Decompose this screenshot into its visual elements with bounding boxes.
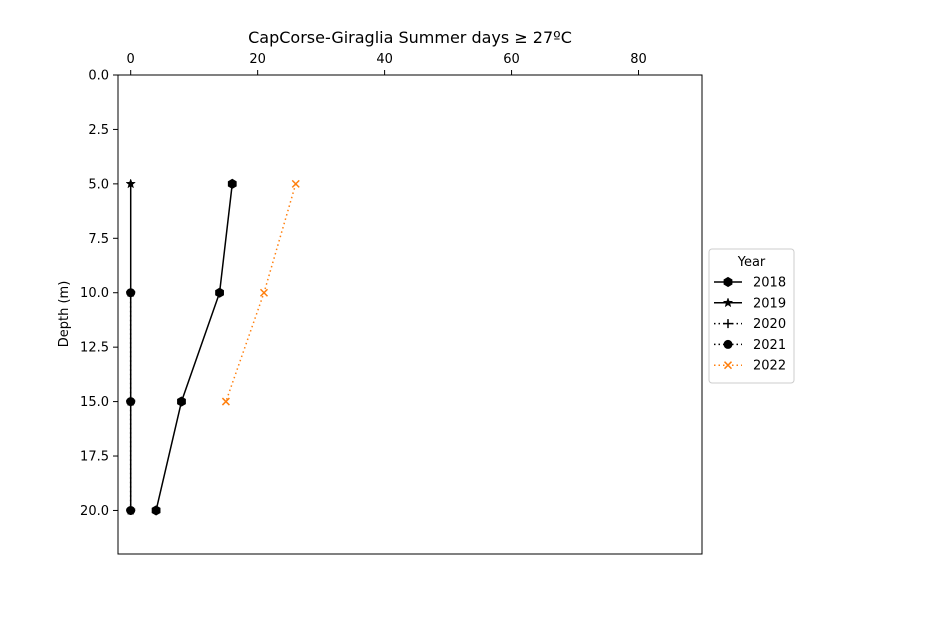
legend-marker	[723, 319, 733, 329]
legend-label: 2021	[753, 338, 786, 353]
legend-item-2020: 2020	[714, 317, 786, 332]
data-point-2018	[151, 505, 161, 516]
y-tick-label: 15.0	[80, 395, 109, 410]
y-tick-label: 7.5	[88, 232, 109, 247]
legend-item-2018: 2018	[714, 276, 786, 291]
y-tick-label: 0.0	[88, 69, 109, 84]
legend: Year 2018 2019 2020 2021 2022	[708, 248, 795, 384]
data-point-2018	[227, 178, 237, 189]
legend-item-2019: 2019	[714, 296, 786, 311]
x-tick-label: 0	[127, 52, 135, 67]
legend-marker	[723, 361, 733, 370]
series-2021	[126, 288, 136, 515]
series-2018	[151, 178, 237, 516]
legend-marker	[723, 276, 733, 288]
x-tick-label: 60	[503, 52, 520, 67]
data-point-2021	[126, 505, 136, 515]
legend-marker	[722, 297, 734, 308]
legend-label: 2019	[753, 296, 786, 311]
legend-item-2021: 2021	[714, 338, 786, 353]
legend-item-2022: 2022	[714, 359, 786, 374]
data-point-2022	[259, 288, 269, 297]
data-point-2018	[215, 287, 224, 298]
legend-label: 2020	[753, 317, 786, 332]
series-layer	[125, 178, 300, 516]
x-tick-label: 20	[249, 52, 266, 67]
plot-area	[117, 74, 703, 555]
y-tick-label: 2.5	[88, 123, 109, 138]
data-point-2021	[126, 288, 136, 298]
y-tick-label: 10.0	[80, 286, 109, 301]
data-point-2018	[177, 396, 186, 407]
x-tick-label: 80	[630, 52, 647, 67]
legend-label: 2018	[753, 276, 786, 291]
data-point-2022	[291, 179, 300, 188]
y-tick-label: 17.5	[80, 450, 109, 465]
y-axis-label: Depth (m)	[57, 281, 72, 348]
y-tick-label: 5.0	[88, 177, 109, 192]
data-point-2019	[125, 178, 136, 189]
y-tick-label: 20.0	[80, 504, 109, 519]
axis-ticks: 0 20 40 60 80 0.0 2.5 5.0 7.5 10.0 12.5 15.0 17.5 20.…	[80, 52, 647, 519]
legend-title: Year	[737, 255, 766, 270]
y-tick-label: 12.5	[80, 341, 109, 356]
series-line-2018	[155, 183, 234, 511]
data-point-2022	[221, 397, 230, 406]
series-2022	[221, 179, 300, 406]
x-tick-label: 40	[376, 52, 393, 67]
legend-label: 2022	[753, 359, 786, 374]
series-line-2022	[225, 183, 297, 402]
data-point-2021	[126, 397, 136, 407]
legend-marker	[723, 339, 733, 349]
chart-title: CapCorse-Giraglia Summer days ≥ 27ºC	[248, 28, 572, 47]
